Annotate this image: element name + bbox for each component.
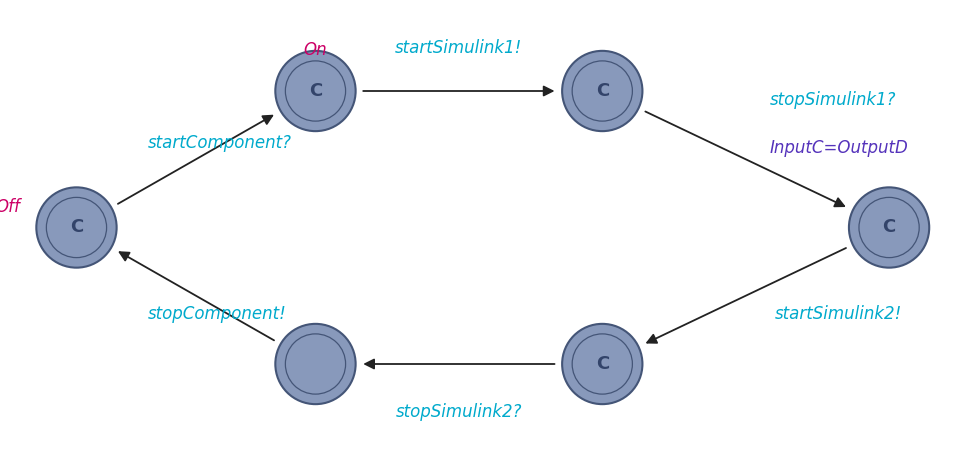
Text: stopComponent!: stopComponent! — [148, 305, 287, 323]
Text: On: On — [304, 41, 327, 59]
Text: startSimulink2!: startSimulink2! — [774, 305, 902, 323]
Text: stopSimulink2?: stopSimulink2? — [396, 403, 522, 421]
Ellipse shape — [562, 324, 642, 404]
Text: C: C — [596, 355, 609, 373]
Ellipse shape — [36, 187, 117, 268]
Text: C: C — [882, 218, 896, 237]
Text: stopSimulink1?: stopSimulink1? — [770, 91, 896, 109]
Text: Off: Off — [0, 198, 20, 216]
Text: startSimulink1!: startSimulink1! — [395, 39, 523, 57]
Text: C: C — [596, 82, 609, 100]
Ellipse shape — [275, 51, 356, 131]
Ellipse shape — [849, 187, 929, 268]
Text: startComponent?: startComponent? — [148, 134, 293, 152]
Text: C: C — [309, 82, 322, 100]
Text: C: C — [70, 218, 83, 237]
Text: InputC=OutputD: InputC=OutputD — [770, 139, 908, 157]
Ellipse shape — [562, 51, 642, 131]
Ellipse shape — [275, 324, 356, 404]
